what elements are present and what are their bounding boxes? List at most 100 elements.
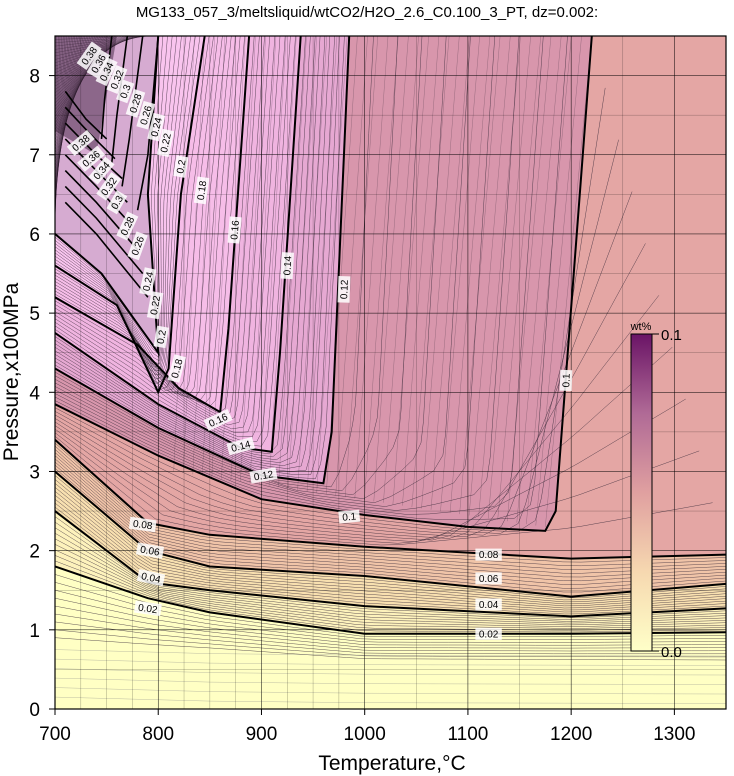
- contour-label-text: 0.24: [149, 116, 164, 138]
- thin-contour: [345, 36, 378, 498]
- y-tick-label: 2: [29, 542, 40, 563]
- thin-contour: [55, 36, 335, 472]
- thin-contour: [55, 36, 276, 430]
- contour-label-text: 0.06: [139, 544, 161, 558]
- x-tick-label: 1300: [653, 724, 695, 745]
- contour-label-text: 0.26: [139, 104, 155, 126]
- thin-contour: [55, 560, 726, 633]
- contour-label-bg: [66, 129, 95, 156]
- thin-contour: [392, 36, 429, 505]
- thin-contour: [202, 36, 226, 476]
- thin-contour: [488, 36, 531, 519]
- contour-label: 0.04: [136, 568, 166, 587]
- thin-contour: [55, 629, 726, 658]
- thin-contour: [183, 36, 205, 473]
- thin-contour: [55, 36, 340, 475]
- thin-contour: [55, 295, 660, 539]
- thin-contour: [55, 36, 423, 496]
- thin-contour: [55, 436, 713, 546]
- thin-contour: [516, 36, 562, 523]
- contour-label-text: 0.2: [175, 159, 188, 175]
- contour-label-bg: [147, 112, 166, 142]
- contour-label: 0.06: [135, 542, 165, 559]
- contour-label-bg: [133, 600, 162, 617]
- contour-label-bg: [125, 88, 146, 118]
- contour-label-bg: [77, 145, 106, 172]
- thin-contour: [55, 538, 726, 626]
- thin-contour: [335, 36, 368, 496]
- contour-label-bg: [128, 516, 157, 533]
- thin-contour: [55, 549, 726, 629]
- thin-contour: [55, 468, 726, 593]
- contour-label: 0.16: [227, 216, 242, 244]
- contour-label-text: 0.16: [229, 219, 242, 240]
- thin-contour: [55, 589, 726, 643]
- thin-contour: [297, 36, 327, 490]
- thin-contour: [55, 36, 145, 53]
- contour-label-bg: [95, 57, 118, 87]
- thin-contour: [287, 36, 317, 489]
- thin-contour: [55, 36, 291, 442]
- contour-label-text: 0.02: [137, 603, 158, 617]
- thin-contour: [55, 637, 726, 661]
- thin-contour: [55, 36, 270, 426]
- contour-label-bg: [88, 156, 115, 185]
- contour-label: 0.18: [167, 354, 187, 383]
- thin-contour: [192, 36, 215, 475]
- contour-label-text: 0.02: [479, 629, 499, 640]
- y-tick-label: 1: [29, 621, 40, 642]
- contour-label-bg: [127, 231, 148, 261]
- thin-contour: [364, 36, 399, 500]
- contour-label-text: 0.04: [479, 600, 499, 611]
- contour-label: 0.12: [249, 467, 278, 484]
- contour-label-bg: [173, 155, 189, 178]
- thin-contour: [55, 36, 374, 488]
- colorbar-unit: wt%: [630, 321, 652, 333]
- thin-contour: [535, 36, 582, 526]
- colorbar-max-label: 0.1: [661, 327, 682, 344]
- contour-label-text: 0.08: [132, 519, 153, 533]
- contour-label: 0.02: [475, 627, 502, 640]
- contour-label-bg: [193, 176, 210, 205]
- thin-contour: [459, 36, 501, 515]
- thin-contour: [55, 36, 82, 181]
- contour-label-bg: [559, 369, 573, 392]
- thin-contour: [55, 495, 726, 609]
- thin-contour: [430, 36, 470, 510]
- contour-steep-0.28: [100, 36, 113, 139]
- contour-0.16: [55, 36, 251, 414]
- thin-contour: [55, 36, 286, 438]
- contour-label-text: 0.18: [170, 358, 186, 380]
- contour-label-bg: [139, 267, 157, 296]
- contour-label-text: 0.2: [156, 329, 169, 345]
- contour-label-text: 0.22: [149, 294, 163, 316]
- y-tick-label: 7: [29, 146, 40, 167]
- thin-contour: [55, 36, 187, 372]
- contour-label-bg: [227, 216, 242, 244]
- thin-contour: [306, 36, 338, 492]
- thin-contour: [259, 36, 287, 485]
- thin-contour: [411, 36, 450, 508]
- thin-contour: [421, 36, 460, 509]
- thin-contour: [249, 36, 277, 483]
- contour-label-bg: [337, 275, 351, 303]
- contour-label-bg: [475, 627, 502, 640]
- thin-contour: [55, 36, 326, 466]
- x-tick-label: 1100: [447, 724, 488, 745]
- plot-frame: [54, 35, 727, 710]
- contour-label-bg: [116, 79, 135, 104]
- thin-contour: [55, 555, 726, 631]
- contour-upper-0.22: [64, 201, 149, 298]
- contour-steep-0.22: [136, 36, 159, 211]
- thin-contour: [55, 432, 700, 544]
- contour-label: 0.1: [338, 509, 361, 524]
- thin-contour: [55, 621, 726, 655]
- thin-contour: [55, 36, 147, 50]
- contour-label-text: 0.12: [253, 469, 275, 483]
- contour-label-text: 0.18: [196, 180, 210, 201]
- contour-label-text: 0.04: [140, 571, 162, 586]
- thin-contour: [402, 36, 440, 506]
- contour-label-bg: [475, 548, 502, 561]
- contour-label-text: 0.08: [479, 550, 499, 561]
